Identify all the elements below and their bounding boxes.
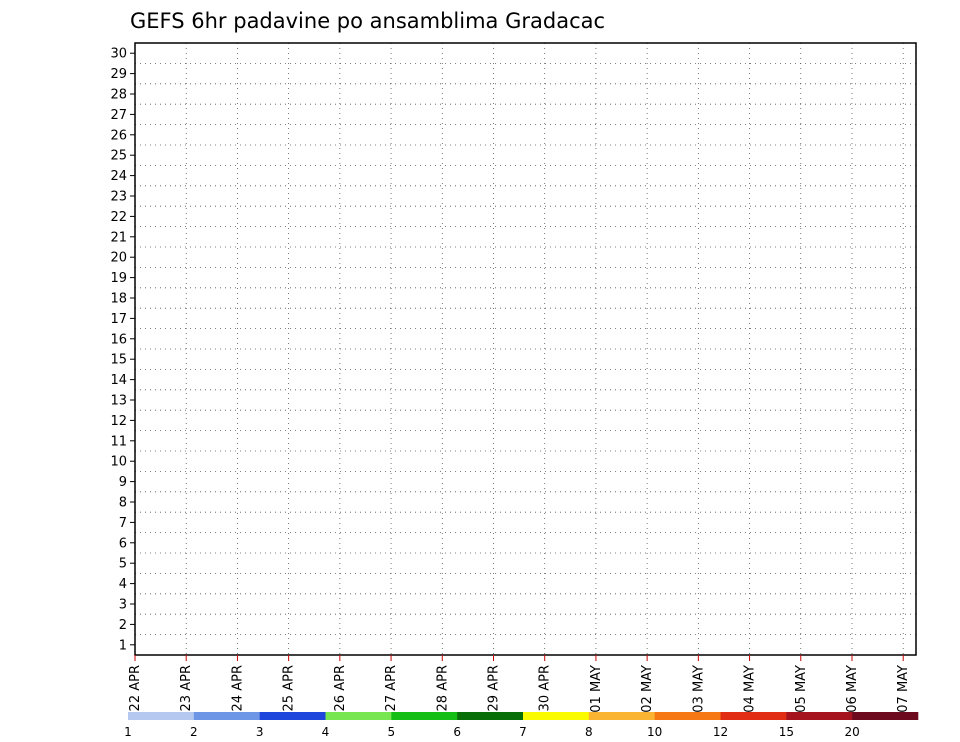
colorbar-label: 15 (779, 725, 794, 739)
y-axis-ticks: 1234567891011121314151617181920212223242… (110, 47, 135, 653)
y-tick-label: 26 (110, 128, 127, 143)
colorbar-swatch (391, 712, 458, 720)
y-tick-label: 15 (110, 353, 127, 368)
y-tick-label: 18 (110, 292, 127, 307)
x-tick-label: 06 MAY (845, 665, 860, 713)
y-tick-label: 22 (110, 210, 127, 225)
colorbar-label: 7 (519, 725, 527, 739)
x-tick-label: 26 APR (333, 665, 348, 711)
x-tick-label: 25 APR (282, 665, 297, 711)
y-tick-label: 28 (110, 88, 127, 103)
colorbar-swatch (193, 712, 260, 720)
y-tick-label: 20 (110, 251, 127, 266)
x-tick-label: 29 APR (486, 665, 501, 711)
y-tick-label: 24 (110, 169, 127, 184)
grid-lines (135, 43, 916, 655)
colorbar-swatch (588, 712, 655, 720)
y-tick-label: 7 (119, 516, 127, 531)
y-tick-label: 30 (110, 47, 127, 62)
x-tick-label: 04 MAY (743, 665, 758, 713)
colorbar-label: 20 (845, 725, 860, 739)
y-tick-label: 17 (110, 312, 127, 327)
colorbar-label: 12 (713, 725, 728, 739)
colorbar-label: 6 (453, 725, 461, 739)
x-tick-label: 05 MAY (794, 665, 809, 713)
colorbar-label: 8 (585, 725, 593, 739)
colorbar-swatch (325, 712, 392, 720)
colorbar-label: 1 (124, 725, 132, 739)
colorbar-label: 5 (388, 725, 396, 739)
y-tick-label: 12 (110, 414, 127, 429)
y-tick-label: 3 (119, 598, 127, 613)
y-tick-label: 1 (119, 638, 127, 653)
x-tick-label: 03 MAY (691, 665, 706, 713)
colorbar-label: 10 (647, 725, 662, 739)
colorbar-swatch (523, 712, 590, 720)
colorbar-label: 4 (322, 725, 330, 739)
x-tick-label: 23 APR (179, 665, 194, 711)
colorbar-swatch (259, 712, 326, 720)
y-tick-label: 21 (110, 230, 127, 245)
y-tick-label: 19 (110, 271, 127, 286)
colorbar-label: 3 (256, 725, 264, 739)
y-tick-label: 11 (110, 434, 127, 449)
x-axis-ticks: 22 APR 23 APR 24 APR 25 APR 26 APR 27 APR 28 A… (128, 655, 911, 713)
x-tick-label: 07 MAY (896, 665, 911, 713)
chart-title: GEFS 6hr padavine po ansamblima Gradacac (130, 9, 605, 33)
colorbar-swatch (720, 712, 787, 720)
y-tick-label: 9 (119, 475, 127, 490)
colorbar-swatch (128, 712, 195, 720)
y-tick-label: 23 (110, 190, 127, 205)
x-tick-label: 24 APR (230, 665, 245, 711)
y-tick-label: 14 (110, 373, 127, 388)
y-tick-label: 2 (119, 618, 127, 633)
colorbar-swatch (852, 712, 919, 720)
x-tick-label: 27 APR (384, 665, 399, 711)
plot-frame (134, 42, 917, 656)
x-tick-label: 30 APR (538, 665, 553, 711)
y-tick-label: 13 (110, 394, 127, 409)
y-tick-label: 5 (119, 557, 127, 572)
y-tick-label: 25 (110, 149, 127, 164)
x-tick-label: 01 MAY (589, 665, 604, 713)
colorbar-swatch (786, 712, 853, 720)
y-tick-label: 27 (110, 108, 127, 123)
x-tick-label: 22 APR (128, 665, 143, 711)
colorbar: 1 2 3 4 5 6 7 8 10 12 15 20 (124, 712, 919, 739)
x-tick-label: 28 APR (435, 665, 450, 711)
x-tick-label: 02 MAY (640, 665, 655, 713)
y-tick-label: 29 (110, 67, 127, 82)
y-tick-label: 10 (110, 455, 127, 470)
colorbar-swatch (654, 712, 721, 720)
y-tick-label: 8 (119, 496, 127, 511)
y-tick-label: 4 (119, 577, 127, 592)
y-tick-label: 6 (119, 536, 127, 551)
colorbar-label: 2 (190, 725, 198, 739)
y-tick-label: 16 (110, 332, 127, 347)
colorbar-swatch (457, 712, 524, 720)
